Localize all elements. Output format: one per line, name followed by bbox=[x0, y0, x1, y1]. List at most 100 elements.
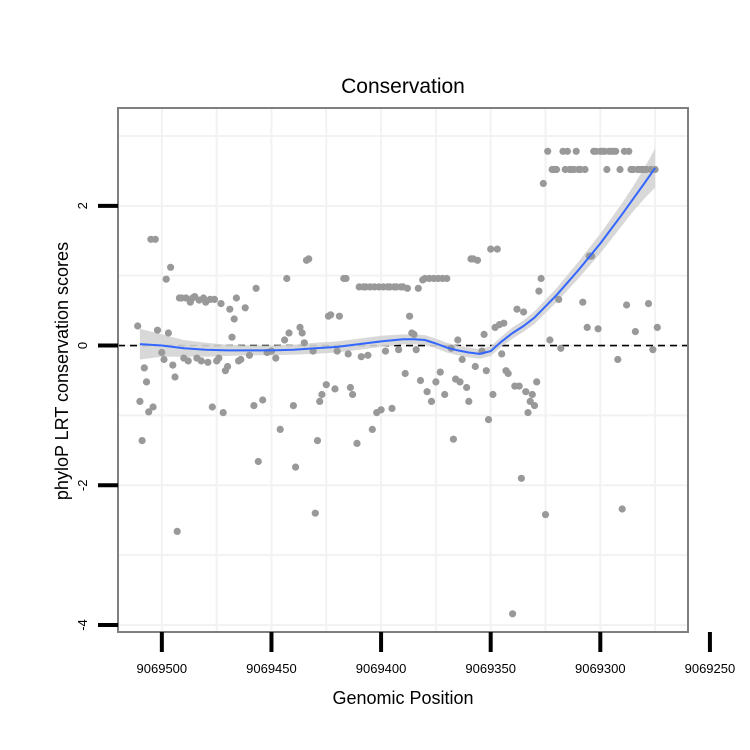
data-point bbox=[164, 329, 172, 337]
data-point bbox=[167, 263, 175, 271]
data-point bbox=[583, 323, 591, 331]
x-tick-label: 9069500 bbox=[137, 661, 188, 676]
data-point bbox=[232, 294, 240, 302]
data-point bbox=[333, 347, 341, 355]
data-point bbox=[226, 305, 234, 313]
data-point bbox=[555, 295, 563, 303]
data-point bbox=[623, 301, 631, 309]
data-point bbox=[184, 357, 192, 365]
data-point bbox=[482, 367, 490, 375]
data-point bbox=[535, 287, 543, 295]
x-tick-label: 9069400 bbox=[356, 661, 407, 676]
data-point bbox=[530, 402, 539, 410]
data-point bbox=[250, 402, 258, 410]
data-point bbox=[625, 147, 633, 155]
x-tick-label: 9069300 bbox=[575, 661, 626, 676]
data-point bbox=[432, 378, 440, 386]
data-point bbox=[515, 382, 523, 390]
data-point bbox=[197, 357, 205, 365]
data-point bbox=[357, 353, 365, 361]
data-point bbox=[296, 323, 304, 331]
data-point bbox=[210, 295, 219, 303]
grid-lines bbox=[118, 108, 688, 632]
data-point bbox=[162, 275, 170, 283]
data-point bbox=[276, 425, 284, 433]
x-tick-label: 9069350 bbox=[465, 661, 516, 676]
data-point bbox=[322, 381, 330, 389]
data-point bbox=[631, 328, 640, 336]
data-point bbox=[346, 383, 354, 392]
data-point bbox=[300, 339, 308, 347]
data-point bbox=[487, 245, 495, 253]
chart-title: Conservation bbox=[341, 75, 465, 98]
y-tick-label: 0 bbox=[75, 342, 90, 349]
data-point bbox=[237, 355, 245, 364]
scatter-points bbox=[134, 147, 661, 618]
data-point bbox=[388, 404, 396, 412]
data-point bbox=[644, 300, 653, 308]
data-point bbox=[138, 437, 146, 445]
data-point bbox=[614, 355, 622, 364]
data-point bbox=[349, 390, 357, 399]
data-point bbox=[454, 336, 462, 344]
data-point bbox=[208, 403, 216, 411]
data-point bbox=[427, 397, 436, 405]
data-point bbox=[522, 388, 530, 396]
data-point bbox=[414, 284, 422, 292]
data-point bbox=[533, 378, 541, 386]
x-axis-label: Genomic Position bbox=[332, 688, 473, 708]
data-point bbox=[173, 527, 181, 536]
data-point bbox=[327, 311, 335, 319]
data-point bbox=[528, 390, 536, 399]
data-point bbox=[289, 402, 297, 410]
data-point bbox=[305, 255, 313, 263]
data-point bbox=[353, 439, 361, 447]
data-point bbox=[616, 165, 624, 174]
data-point bbox=[517, 474, 526, 482]
data-point bbox=[546, 336, 554, 344]
data-point bbox=[215, 354, 223, 362]
data-point bbox=[544, 147, 552, 155]
data-point bbox=[572, 147, 580, 155]
data-point bbox=[403, 284, 411, 292]
data-point bbox=[245, 351, 254, 359]
data-point bbox=[603, 165, 611, 174]
data-point bbox=[283, 274, 291, 283]
y-tick-label: 2 bbox=[75, 202, 90, 209]
data-point bbox=[653, 323, 661, 331]
data-point bbox=[443, 274, 451, 283]
data-point bbox=[480, 330, 488, 338]
data-point bbox=[281, 336, 289, 344]
data-point bbox=[500, 319, 508, 327]
data-point bbox=[140, 364, 148, 372]
data-point bbox=[423, 388, 431, 396]
y-axis-label: phyloP LRT conservation scores bbox=[52, 242, 72, 500]
x-tick-label: 9069250 bbox=[685, 661, 736, 676]
data-point bbox=[335, 312, 343, 320]
data-point bbox=[368, 425, 376, 433]
data-point bbox=[458, 355, 466, 364]
data-point bbox=[557, 344, 565, 352]
data-point bbox=[649, 346, 657, 354]
data-point bbox=[471, 362, 479, 371]
data-point bbox=[224, 362, 232, 371]
plot-frame bbox=[117, 107, 689, 633]
data-point bbox=[513, 305, 521, 313]
data-point bbox=[401, 369, 409, 378]
data-point bbox=[579, 298, 587, 306]
data-point bbox=[377, 406, 385, 414]
data-point bbox=[151, 235, 159, 243]
data-point bbox=[259, 396, 267, 404]
data-point bbox=[219, 409, 227, 417]
data-point bbox=[160, 355, 168, 364]
data-point bbox=[416, 376, 425, 385]
data-point bbox=[406, 312, 414, 320]
data-point bbox=[441, 390, 449, 399]
data-point bbox=[410, 330, 418, 338]
data-point bbox=[489, 390, 497, 399]
data-point bbox=[473, 256, 482, 264]
data-point bbox=[612, 147, 620, 155]
data-point bbox=[563, 147, 572, 155]
data-point bbox=[498, 350, 506, 358]
